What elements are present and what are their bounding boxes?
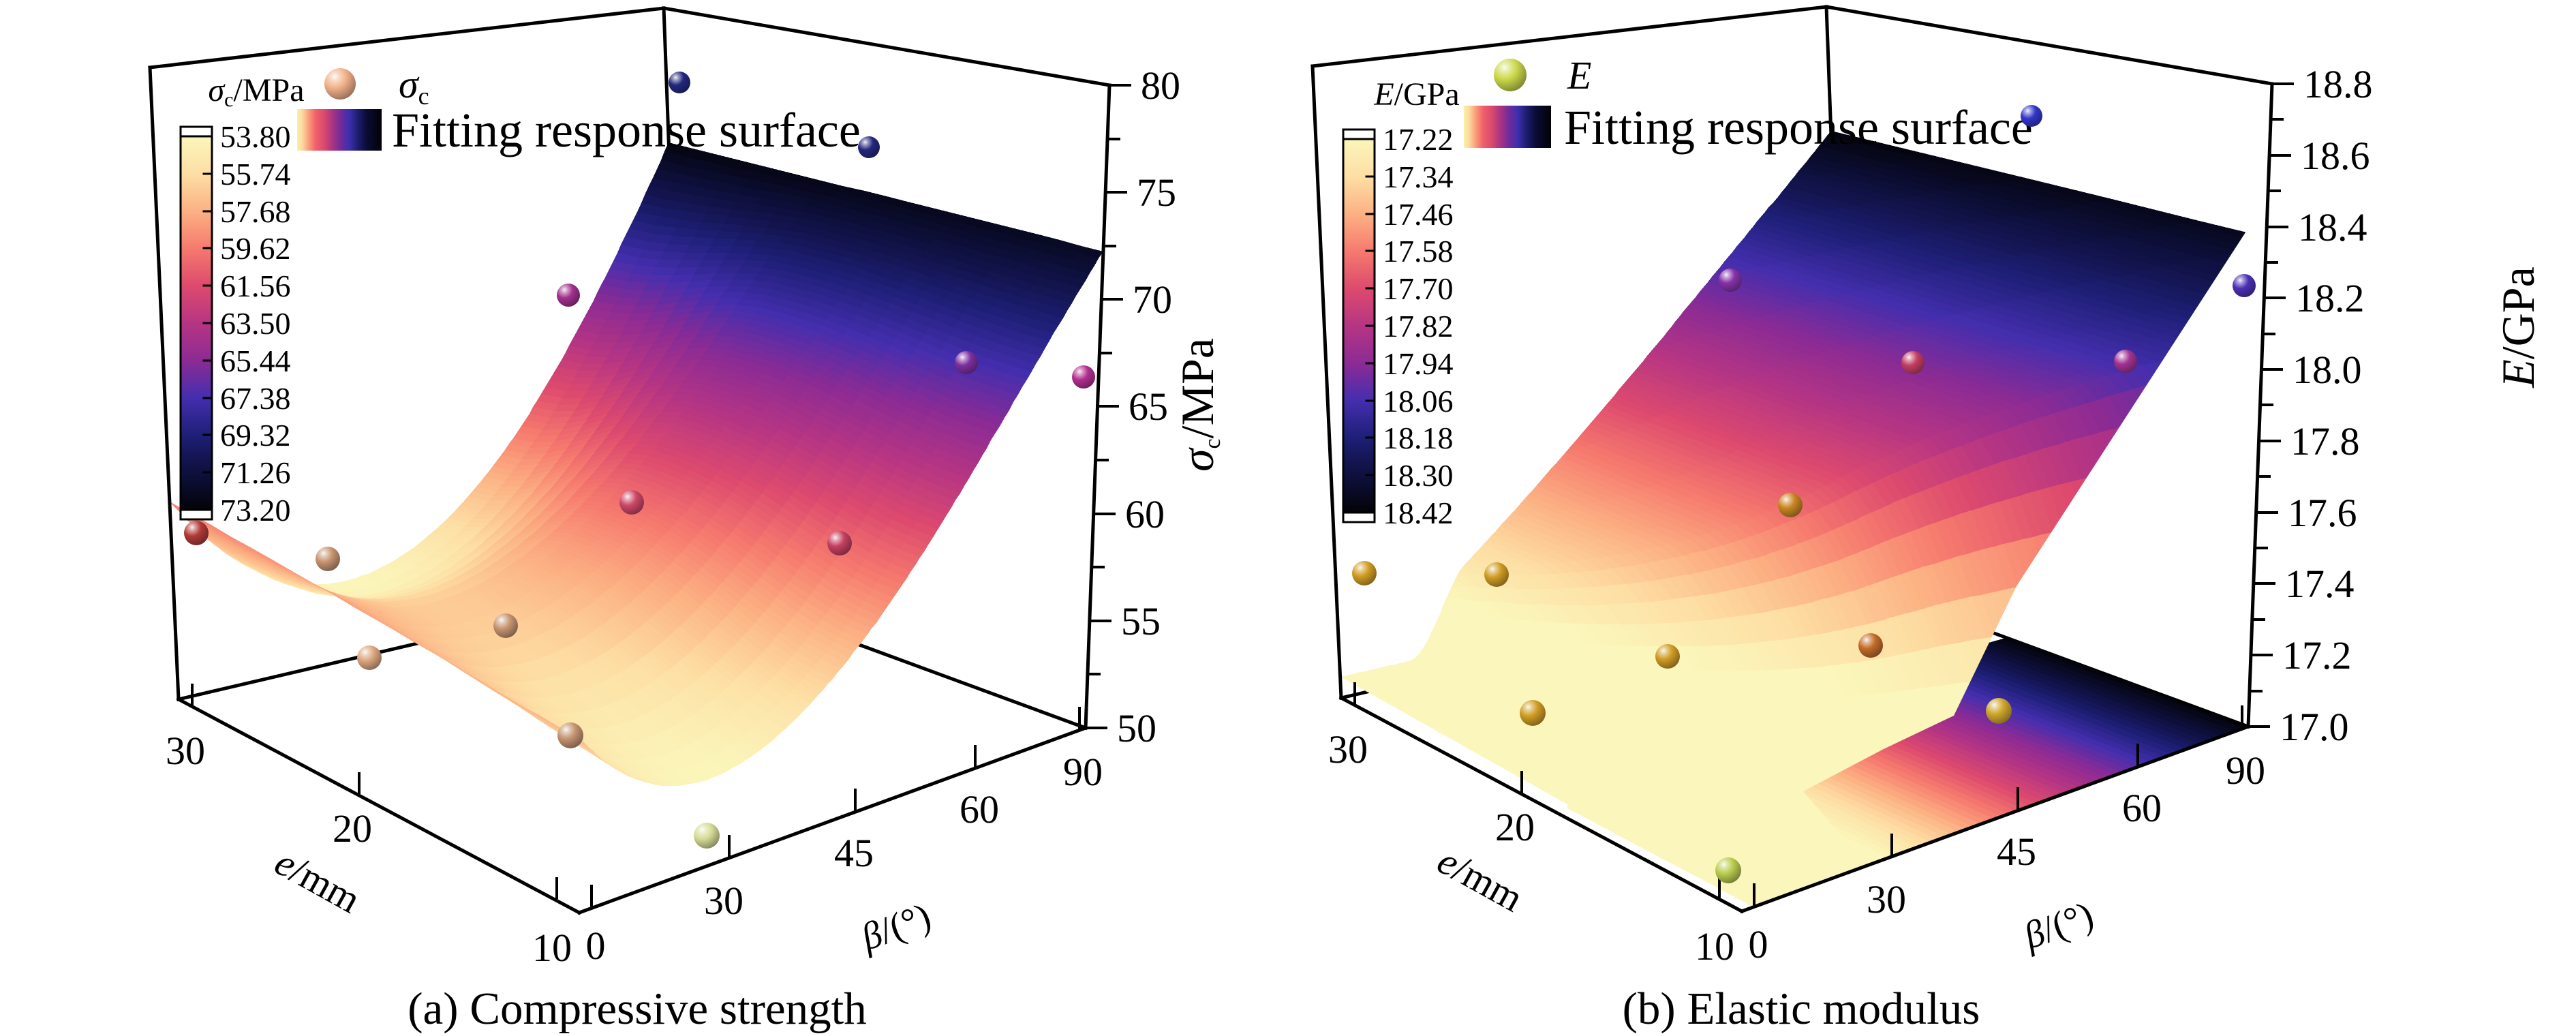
svg-text:(b) Elastic modulus: (b) Elastic modulus	[1623, 984, 1980, 1034]
svg-text:60: 60	[1125, 492, 1165, 536]
svg-text:30: 30	[1867, 877, 1906, 921]
svg-text:60: 60	[2122, 786, 2162, 830]
svg-text:10: 10	[1695, 924, 1734, 969]
svg-text:(a) Compressive strength: (a) Compressive strength	[408, 984, 867, 1034]
svg-text:59.62: 59.62	[220, 231, 291, 266]
svg-text:18.30: 18.30	[1383, 458, 1454, 493]
svg-text:σc/MPa: σc/MPa	[1171, 338, 1225, 472]
svg-text:75: 75	[1137, 170, 1176, 215]
svg-text:45: 45	[1997, 829, 2036, 874]
svg-text:90: 90	[1063, 750, 1103, 794]
svg-text:17.34: 17.34	[1383, 159, 1454, 194]
svg-text:Fitting response surface: Fitting response surface	[1564, 100, 2033, 155]
svg-text:σc/MPa: σc/MPa	[208, 72, 304, 111]
svg-text:70: 70	[1133, 277, 1172, 322]
svg-text:0: 0	[586, 924, 606, 968]
svg-text:60: 60	[960, 787, 999, 832]
svg-text:17.94: 17.94	[1383, 346, 1454, 381]
svg-text:50: 50	[1117, 706, 1156, 750]
svg-text:73.20: 73.20	[220, 493, 291, 528]
svg-text:65: 65	[1129, 384, 1168, 429]
svg-text:17.82: 17.82	[1383, 309, 1454, 344]
svg-text:20: 20	[1495, 805, 1535, 849]
svg-text:17.46: 17.46	[1383, 197, 1454, 232]
svg-text:53.80: 53.80	[220, 119, 291, 154]
svg-text:65.44: 65.44	[220, 344, 291, 378]
svg-text:18.8: 18.8	[2303, 62, 2373, 106]
svg-text:57.68: 57.68	[220, 194, 291, 229]
svg-text:69.32: 69.32	[220, 418, 291, 453]
svg-text:17.2: 17.2	[2282, 633, 2352, 677]
svg-text:18.06: 18.06	[1383, 384, 1454, 418]
svg-text:σc: σc	[399, 62, 429, 110]
svg-text:18.4: 18.4	[2298, 205, 2367, 249]
svg-text:18.42: 18.42	[1383, 496, 1454, 530]
svg-text:18.18: 18.18	[1383, 421, 1454, 455]
svg-text:17.4: 17.4	[2285, 562, 2355, 606]
svg-text:17.8: 17.8	[2290, 419, 2360, 463]
svg-text:E/GPa: E/GPa	[1373, 76, 1459, 112]
svg-text:80: 80	[1141, 63, 1180, 108]
svg-text:61.56: 61.56	[220, 269, 291, 303]
svg-text:17.6: 17.6	[2288, 491, 2357, 535]
svg-text:63.50: 63.50	[220, 306, 291, 341]
svg-text:55: 55	[1121, 599, 1161, 643]
svg-text:18.6: 18.6	[2301, 134, 2370, 178]
svg-text:17.70: 17.70	[1383, 271, 1454, 306]
svg-text:18.2: 18.2	[2295, 276, 2365, 320]
svg-text:E: E	[1567, 53, 1591, 97]
svg-text:Fitting response surface: Fitting response surface	[392, 103, 861, 157]
svg-text:30: 30	[1328, 727, 1368, 772]
svg-text:18.0: 18.0	[2293, 348, 2362, 392]
svg-text:17.22: 17.22	[1383, 122, 1454, 157]
svg-text:90: 90	[2226, 748, 2265, 793]
svg-text:10: 10	[532, 926, 572, 970]
svg-text:0: 0	[1749, 922, 1768, 966]
svg-text:30: 30	[704, 879, 743, 923]
svg-text:67.38: 67.38	[220, 381, 291, 416]
svg-text:20: 20	[333, 806, 372, 851]
svg-text:71.26: 71.26	[220, 455, 291, 490]
svg-text:17.0: 17.0	[2280, 705, 2349, 749]
svg-text:E/GPa: E/GPa	[2492, 266, 2544, 388]
svg-text:17.58: 17.58	[1383, 234, 1454, 269]
svg-text:30: 30	[166, 729, 205, 773]
svg-text:55.74: 55.74	[220, 157, 291, 192]
svg-text:45: 45	[834, 831, 874, 875]
